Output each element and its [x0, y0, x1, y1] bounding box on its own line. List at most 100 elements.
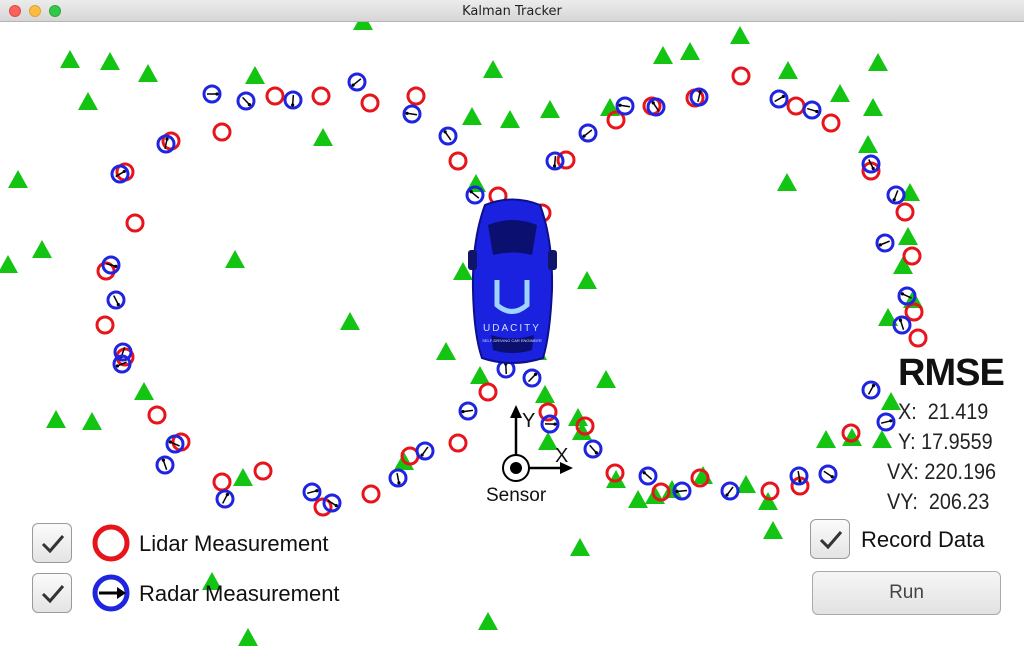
lidar-marker	[690, 468, 710, 488]
rmse-x-value: X: 21.419	[898, 399, 989, 424]
estimate-marker	[32, 240, 52, 258]
lidar-marker	[212, 472, 232, 492]
radar-marker	[415, 441, 435, 461]
estimate-marker	[628, 490, 648, 508]
radar-marker	[875, 233, 895, 253]
estimate-marker	[736, 475, 756, 493]
lidar-marker	[360, 93, 380, 113]
radar-marker	[615, 96, 635, 116]
radar-marker	[892, 315, 912, 335]
lidar-marker	[786, 96, 806, 116]
radar-marker	[165, 434, 185, 454]
lidar-marker	[95, 315, 115, 335]
estimate-marker	[453, 262, 473, 280]
estimate-marker	[233, 468, 253, 486]
legend-radar-icon	[92, 574, 130, 612]
lidar-marker	[313, 497, 333, 517]
lidar-marker	[253, 461, 273, 481]
estimate-marker	[568, 408, 588, 426]
lidar-marker	[651, 482, 671, 502]
radar-marker	[861, 380, 881, 400]
estimate-marker	[436, 342, 456, 360]
lidar-marker	[556, 150, 576, 170]
minimize-window-button[interactable]	[29, 5, 41, 17]
lidar-marker	[575, 416, 595, 436]
sensor-label: Sensor	[486, 485, 547, 506]
radar-marker	[545, 151, 565, 171]
estimate-marker	[596, 370, 616, 388]
axis-y-label: Y	[522, 410, 535, 432]
radar-marker	[438, 126, 458, 146]
estimate-marker	[878, 308, 898, 326]
radar-marker	[458, 401, 478, 421]
sensor-axes: Y X Sensor	[486, 405, 573, 506]
estimate-marker	[82, 412, 102, 430]
estimate-marker	[693, 466, 713, 484]
radar-marker	[522, 368, 542, 388]
estimate-marker	[138, 64, 158, 82]
lidar-marker	[606, 110, 626, 130]
estimate-marker	[606, 470, 626, 488]
radar-marker	[578, 123, 598, 143]
estimate-marker	[570, 538, 590, 556]
radar-marker	[583, 439, 603, 459]
estimate-marker	[758, 492, 778, 510]
estimate-marker	[483, 60, 503, 78]
radar-marker	[646, 97, 666, 117]
estimate-marker	[872, 430, 892, 448]
close-window-button[interactable]	[9, 5, 21, 17]
radar-marker	[540, 414, 560, 434]
estimate-marker	[462, 107, 482, 125]
radar-marker	[347, 72, 367, 92]
lidar-marker	[904, 302, 924, 322]
radar-marker	[897, 286, 917, 306]
rmse-vx-value: VX: 220.196	[887, 459, 996, 484]
radar-marker	[672, 481, 692, 501]
rmse-y-value: Y: 17.9559	[898, 429, 993, 454]
estimate-marker	[78, 92, 98, 110]
estimate-marker	[653, 46, 673, 64]
estimate-marker	[245, 66, 265, 84]
lidar-marker	[902, 246, 922, 266]
radar-marker	[388, 468, 408, 488]
radar-marker	[861, 154, 881, 174]
estimate-marker	[238, 628, 258, 646]
car-tagline-text: SELF-DRIVING CAR ENGINEER	[482, 338, 542, 343]
lidar-checkbox[interactable]	[32, 523, 72, 563]
radar-marker	[689, 87, 709, 107]
radar-marker	[215, 489, 235, 509]
record-data-label: Record Data	[861, 527, 985, 552]
radar-marker	[236, 91, 256, 111]
title-bar: Kalman Tracker	[0, 0, 1024, 22]
radar-markers	[101, 72, 917, 513]
lidar-marker	[406, 86, 426, 106]
estimate-marker	[60, 50, 80, 68]
estimate-marker	[535, 385, 555, 403]
estimate-marker	[353, 22, 373, 30]
checkmark-icon	[41, 585, 65, 604]
maximize-window-button[interactable]	[49, 5, 61, 17]
rmse-title: RMSE	[898, 352, 1005, 394]
estimate-marker	[478, 612, 498, 630]
lidar-marker	[125, 213, 145, 233]
lidar-marker	[538, 402, 558, 422]
radar-marker	[886, 185, 906, 205]
run-button[interactable]: Run	[812, 571, 1001, 615]
radar-legend-label: Radar Measurement	[139, 581, 340, 606]
car-logo-text: UDACITY	[483, 323, 541, 334]
radar-marker	[769, 89, 789, 109]
estimate-marker	[777, 173, 797, 191]
estimate-marker	[540, 100, 560, 118]
radar-checkbox[interactable]	[32, 573, 72, 613]
radar-marker	[789, 466, 809, 486]
radar-marker	[302, 482, 322, 502]
estimate-marker	[816, 430, 836, 448]
rmse-vy-value: VY: 206.23	[887, 489, 990, 514]
estimate-marker	[680, 42, 700, 60]
tracking-canvas: UDACITY SELF-DRIVING CAR ENGINEER Y X Se…	[0, 22, 928, 646]
radar-marker	[465, 185, 485, 205]
record-data-checkbox[interactable]	[810, 519, 850, 559]
radar-marker	[101, 255, 121, 275]
lidar-marker	[147, 405, 167, 425]
estimate-marker	[863, 98, 883, 116]
